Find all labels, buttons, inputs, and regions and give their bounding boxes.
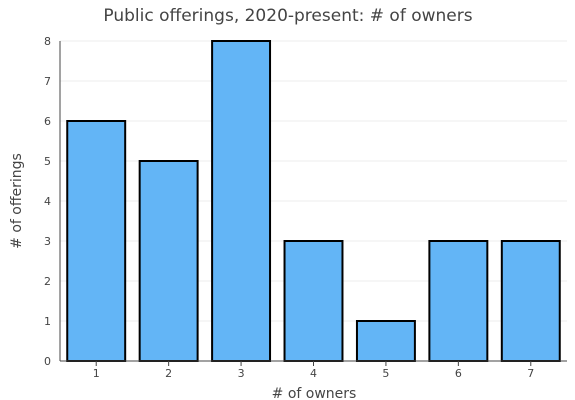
x-tick-label: 6: [455, 367, 462, 380]
y-tick-label: 7: [44, 75, 51, 88]
x-tick-label: 2: [165, 367, 172, 380]
y-tick-label: 2: [44, 275, 51, 288]
x-tick-label: 3: [238, 367, 245, 380]
x-tick-label: 4: [310, 367, 317, 380]
x-tick-labels: 1 2 3 4 5 6 7: [93, 367, 535, 380]
x-tick-label: 1: [93, 367, 100, 380]
axes: [59, 41, 567, 366]
x-axis-label: # of owners: [272, 386, 357, 400]
y-tick-label: 6: [44, 115, 51, 128]
x-tick-label: 5: [382, 367, 389, 380]
y-tick-label: 1: [44, 315, 51, 328]
bar-owners-7: [500, 240, 561, 362]
y-tick-label: 4: [44, 195, 51, 208]
bar-owners-1: [66, 120, 127, 362]
bar-owners-4: [283, 240, 344, 362]
chart-title: Public offerings, 2020-present: # of own…: [103, 6, 472, 26]
x-tick-label: 7: [527, 367, 534, 380]
y-tick-label: 8: [44, 35, 51, 48]
bar-owners-2: [138, 160, 199, 362]
bars: [66, 40, 561, 362]
bar-owners-3: [211, 40, 272, 362]
y-axis-label: # of offerings: [9, 153, 25, 249]
bar-owners-5: [355, 320, 416, 362]
y-tick-label: 0: [44, 355, 51, 368]
y-tick-label: 5: [44, 155, 51, 168]
bar-owners-6: [428, 240, 489, 362]
y-tick-labels: 0 1 2 3 4 5 6 7 8: [44, 35, 51, 368]
y-tick-label: 3: [44, 235, 51, 248]
